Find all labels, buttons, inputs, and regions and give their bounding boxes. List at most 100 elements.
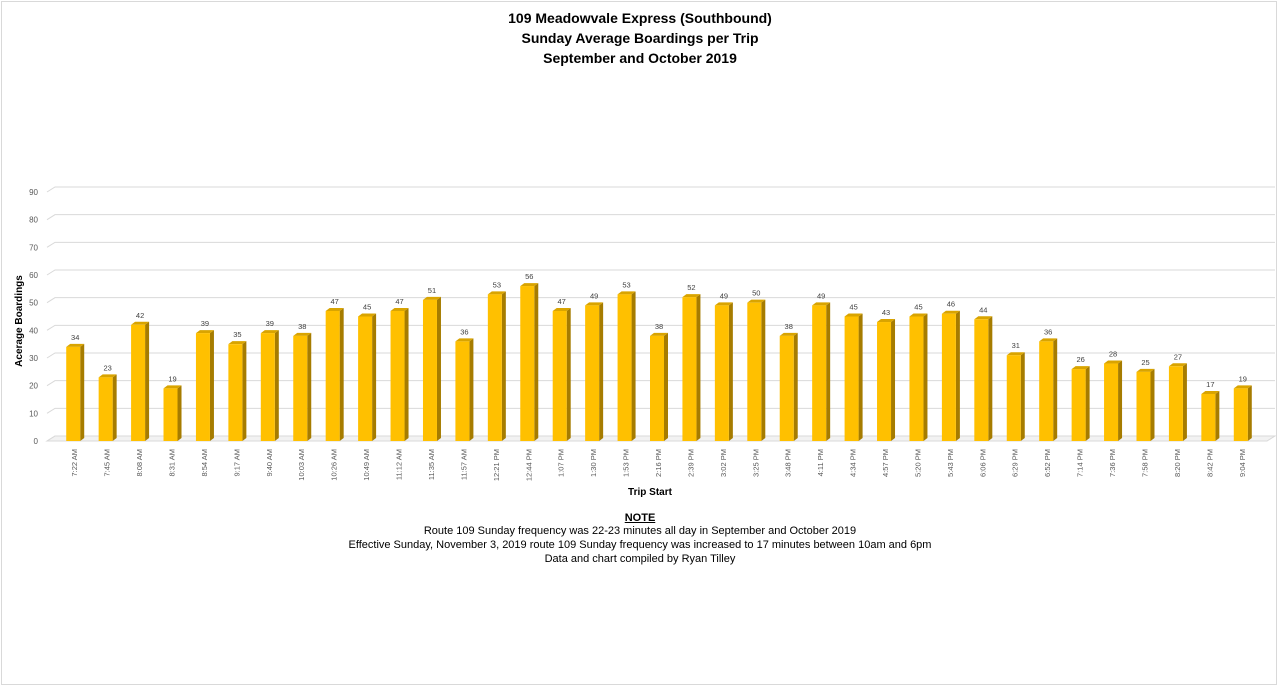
- gridline: [46, 269, 1275, 276]
- data-label: 51: [428, 286, 436, 295]
- bar-side: [112, 374, 117, 441]
- bar: [195, 333, 210, 441]
- x-tick-label: 8:31 AM: [167, 449, 176, 477]
- bar: [390, 310, 405, 441]
- bar-side: [242, 341, 247, 441]
- x-tick-label: 11:57 AM: [459, 449, 468, 480]
- x-tick-label: 6:29 PM: [1011, 449, 1020, 477]
- note-line-3: Data and chart compiled by Ryan Tilley: [544, 553, 736, 565]
- x-tick-label: 10:49 AM: [362, 449, 371, 481]
- chart-title-line-2: Sunday Average Boardings per Trip: [521, 30, 759, 46]
- bar: [325, 310, 340, 441]
- bar-side: [1215, 390, 1220, 441]
- bar-side: [761, 299, 766, 441]
- bar-side: [1020, 352, 1025, 441]
- bar-side: [339, 307, 344, 441]
- bar: [1136, 371, 1151, 441]
- bar-top: [455, 338, 474, 342]
- data-label: 38: [298, 322, 306, 331]
- gridline: [46, 297, 1275, 304]
- x-tick-label: 7:36 PM: [1108, 449, 1117, 477]
- bar: [974, 319, 989, 441]
- bar-side: [1053, 338, 1058, 441]
- x-tick-label: 9:17 AM: [232, 449, 241, 477]
- bar-top: [1168, 363, 1187, 367]
- bar-side: [209, 330, 214, 441]
- bar: [455, 341, 470, 441]
- bar: [293, 335, 308, 441]
- bar-top: [131, 321, 150, 325]
- data-label: 25: [1141, 358, 1149, 367]
- bar-top: [877, 319, 896, 323]
- x-tick-label: 7:45 AM: [103, 449, 112, 477]
- y-axis-label: Acerage Boardings: [14, 275, 25, 367]
- data-label: 19: [168, 374, 176, 383]
- bar: [650, 335, 664, 441]
- data-label: 47: [331, 297, 339, 306]
- x-tick-label: 5:20 PM: [913, 449, 922, 477]
- x-tick-label: 8:08 AM: [135, 449, 144, 477]
- bar: [779, 335, 794, 441]
- bar: [1104, 363, 1119, 441]
- bar-top: [747, 299, 766, 303]
- data-label: 36: [460, 327, 468, 336]
- y-tick-label: 70: [29, 243, 38, 252]
- x-tick-label: 10:03 AM: [297, 449, 306, 481]
- x-tick-label: 11:12 AM: [395, 449, 404, 480]
- bar: [714, 305, 729, 441]
- x-tick-label: 6:52 PM: [1043, 449, 1052, 477]
- data-label: 44: [979, 305, 987, 314]
- y-tick-label: 90: [29, 188, 38, 197]
- x-tick-label: 1:07 PM: [557, 449, 566, 477]
- x-tick-label: 9:40 AM: [265, 449, 274, 477]
- data-label: 52: [687, 283, 695, 292]
- bar: [617, 294, 632, 441]
- bar: [941, 313, 956, 441]
- bar: [747, 302, 762, 441]
- chart-wall-edge: [46, 435, 56, 442]
- bar-side: [436, 296, 441, 441]
- bar-side: [1085, 366, 1090, 441]
- bar-top: [844, 313, 863, 317]
- bar: [66, 346, 81, 441]
- bar-top: [650, 332, 668, 336]
- y-tick-label: 40: [29, 326, 38, 335]
- x-tick-label: 3:25 PM: [751, 449, 760, 477]
- data-label: 53: [622, 280, 630, 289]
- bar-side: [858, 313, 863, 441]
- gridline: [46, 407, 1275, 414]
- bar: [1233, 388, 1248, 441]
- bar-side: [664, 332, 668, 441]
- bar-top: [520, 283, 539, 287]
- bar-top: [779, 332, 798, 336]
- bar-side: [599, 302, 604, 441]
- data-label: 45: [363, 303, 371, 312]
- bar-top: [1201, 390, 1220, 394]
- data-label: 17: [1206, 380, 1214, 389]
- data-label: 47: [558, 297, 566, 306]
- bar: [228, 344, 243, 441]
- bar-side: [923, 313, 928, 441]
- bar-top: [1104, 360, 1123, 364]
- data-label: 26: [1076, 355, 1084, 364]
- data-label: 49: [590, 291, 598, 300]
- bar-side: [80, 343, 85, 441]
- bar-side: [145, 321, 150, 441]
- x-tick-label: 5:43 PM: [946, 449, 955, 477]
- bar-top: [714, 302, 733, 306]
- bar-top: [617, 291, 636, 295]
- data-label: 38: [655, 322, 663, 331]
- bar: [682, 297, 697, 441]
- gridline: [46, 186, 1275, 193]
- chart-title-line-3: September and October 2019: [543, 50, 737, 66]
- x-tick-label: 3:02 PM: [719, 449, 728, 477]
- note-line-2: Effective Sunday, November 3, 2019 route…: [348, 539, 932, 551]
- bar: [812, 305, 827, 441]
- bar-top: [909, 313, 928, 317]
- y-tick-label: 10: [29, 409, 38, 418]
- x-tick-label: 8:20 PM: [1173, 449, 1182, 477]
- bar: [1201, 393, 1216, 441]
- bar-side: [1247, 385, 1252, 441]
- bar: [909, 316, 924, 441]
